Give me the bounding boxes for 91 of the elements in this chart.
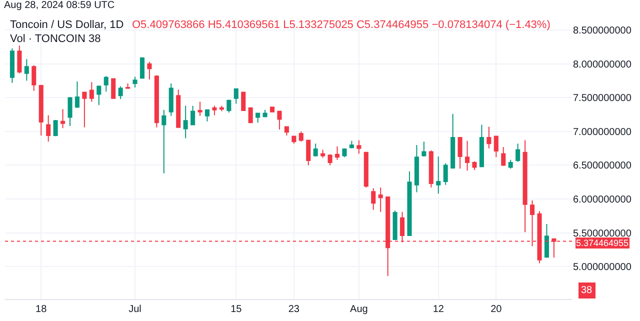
candlestick — [140, 57, 145, 80]
candlestick — [458, 137, 462, 170]
candlestick — [126, 83, 130, 89]
candlestick — [313, 143, 318, 157]
candlestick — [132, 76, 138, 88]
candlestick — [234, 88, 238, 104]
y-tick-label: 5.000000000 — [573, 262, 632, 274]
candlestick — [428, 150, 434, 188]
candlestick — [111, 78, 116, 99]
candlestick — [212, 105, 217, 116]
candlestick — [89, 82, 94, 102]
x-tick-label: 20 — [490, 304, 502, 315]
ref-line-label: 5.374464955 — [576, 238, 629, 248]
candlestick — [516, 143, 520, 162]
candlestick — [32, 64, 36, 92]
candlestick — [450, 113, 456, 170]
candlestick — [342, 148, 347, 158]
chart-subtitle: O5.409763866 H5.410369561 L5.133275025 C5.374464955 −0.078134074 (−1.43%) — [132, 19, 550, 31]
candlestick — [262, 109, 268, 118]
candlestick — [118, 86, 123, 100]
candlestick — [190, 105, 196, 126]
candlestick — [364, 152, 368, 188]
candlestick — [501, 146, 506, 166]
candlestick — [183, 105, 188, 139]
candlestick — [256, 112, 260, 124]
candlestick — [378, 187, 383, 212]
candlestick — [494, 136, 498, 158]
candlestick — [414, 144, 419, 193]
x-tick-label: 12 — [432, 304, 444, 315]
candlestick — [241, 92, 246, 112]
x-tick-label: Jul — [128, 304, 142, 315]
candlestick — [104, 76, 108, 92]
y-tick-label: 8.500000000 — [573, 26, 632, 37]
candlestick — [226, 99, 232, 114]
annotation: Vol · TONCOIN 38 — [10, 33, 101, 45]
x-tick-label: Aug — [350, 304, 368, 315]
candlestick — [479, 124, 484, 168]
candlestick — [298, 130, 304, 142]
x-tick-label: 23 — [288, 304, 300, 315]
candlestick — [176, 89, 181, 128]
candlestick — [270, 106, 275, 112]
y-tick-label: 6.500000000 — [573, 160, 632, 172]
candlestick — [371, 188, 376, 210]
candlestick — [10, 48, 14, 84]
candlestick — [248, 107, 253, 124]
candlestick — [292, 136, 296, 144]
candlestick — [68, 96, 72, 127]
candlestick — [392, 210, 398, 240]
candlestick — [60, 108, 66, 129]
candlestick — [465, 140, 470, 172]
candlestick — [544, 224, 549, 258]
y-tick-label: 8.000000000 — [573, 59, 632, 70]
candlestick — [422, 141, 426, 157]
text: 38 — [581, 285, 593, 296]
candlestick — [407, 170, 412, 236]
candlestick — [82, 92, 87, 128]
candlestick — [328, 154, 332, 166]
candlestick — [508, 159, 513, 170]
y-tick-label: 5.500000000 — [573, 228, 632, 240]
candlestick — [53, 119, 58, 137]
candlestick — [198, 101, 202, 116]
candlestick — [284, 126, 289, 136]
y-tick-label: 7.500000000 — [573, 93, 632, 104]
candlestick — [204, 109, 210, 122]
x-tick-label: 15 — [230, 304, 242, 315]
y-tick-label: 6.000000000 — [573, 194, 632, 206]
candlestick — [147, 61, 152, 80]
candlestick — [472, 160, 477, 170]
chart-title: Toncoin / US Dollar, 1D — [10, 19, 124, 31]
candlestick — [17, 45, 22, 74]
candlestick — [334, 146, 340, 160]
x-tick-label: 18 — [36, 304, 48, 315]
candlestick — [277, 110, 282, 130]
candlestick — [38, 84, 44, 136]
candlestick — [24, 58, 29, 82]
candlestick — [356, 140, 362, 154]
candlestick — [306, 140, 311, 166]
candlestick — [320, 149, 326, 158]
candlestick — [168, 83, 174, 116]
candlestick — [74, 80, 80, 108]
candlestick — [349, 140, 354, 149]
text: Aug 28, 2024 08:59 UTC — [4, 0, 115, 11]
candlestick — [443, 162, 448, 186]
candlestick — [46, 114, 51, 142]
y-tick-label: 7.000000000 — [573, 126, 632, 138]
candlestick — [96, 85, 102, 106]
candlestick — [486, 126, 492, 149]
candlestick — [162, 109, 166, 174]
candlestick — [154, 74, 159, 128]
candlestick — [436, 156, 441, 194]
candlestick — [522, 140, 528, 233]
